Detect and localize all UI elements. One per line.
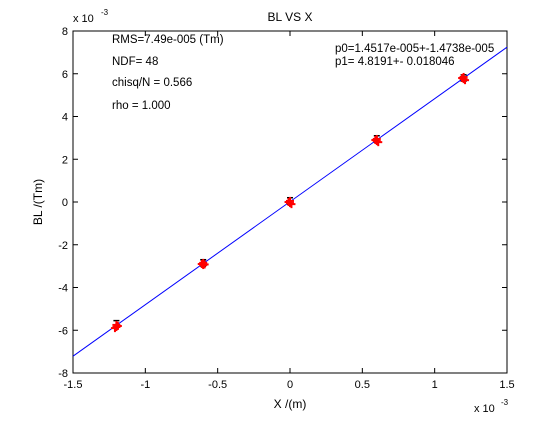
y-tick-label: 6 (62, 69, 68, 81)
y-axis-label: BL /(Tm) (31, 179, 45, 225)
annotation-chisq: chisq/N = 0.566 (112, 77, 192, 89)
data-point (459, 75, 468, 84)
data-point (113, 321, 122, 330)
x-tick-labels: -1.5 -1 -0.5 0 0.5 1 1.5 (64, 379, 515, 391)
annotation-p1: p1= 4.8191+- 0.018046 (335, 56, 455, 68)
x-tick-label: -0.5 (208, 379, 227, 391)
y-tick-label: 2 (62, 154, 68, 166)
annotation-p0: p0=1.4517e-005+-1.4738e-005 (335, 43, 494, 55)
annotation-rho: rho = 1.000 (112, 100, 171, 112)
y-tick-label: -6 (58, 325, 68, 337)
y-tick-label: 0 (62, 197, 68, 209)
y-scale-label: x 10 (73, 13, 94, 25)
tick-marks (72, 30, 508, 374)
data-point (458, 74, 467, 83)
x-scale-exponent: -3 (501, 398, 509, 407)
data-point (200, 260, 209, 269)
chart-title: BL VS X (268, 10, 313, 24)
x-tick-label: -1.5 (64, 379, 83, 391)
x-tick-label: 0 (287, 379, 293, 391)
annotation-ndf: NDF= 48 (112, 56, 158, 68)
data-point (284, 198, 293, 206)
x-axis-label: X /(m) (274, 397, 307, 411)
data-point-series (110, 72, 470, 333)
data-point (371, 136, 380, 145)
x-tick-label: 0.5 (355, 379, 370, 391)
y-tick-label: 4 (62, 112, 68, 124)
y-tick-label: -2 (58, 240, 68, 252)
x-tick-label: 1 (432, 379, 438, 391)
y-scale-exponent: -3 (101, 8, 109, 17)
y-tick-labels: -8 -6 -4 -2 0 2 4 6 8 (58, 26, 68, 380)
data-point (112, 323, 121, 332)
y-tick-label: 8 (62, 26, 68, 38)
y-tick-label: -8 (58, 368, 68, 380)
data-point (286, 199, 294, 208)
y-tick-label: -4 (58, 283, 68, 295)
x-tick-label: 1.5 (499, 379, 514, 391)
x-scale-label: x 10 (474, 403, 495, 415)
annotation-rms: RMS=7.49e-005 (Tm) (112, 34, 224, 46)
x-tick-label: -1 (140, 379, 150, 391)
